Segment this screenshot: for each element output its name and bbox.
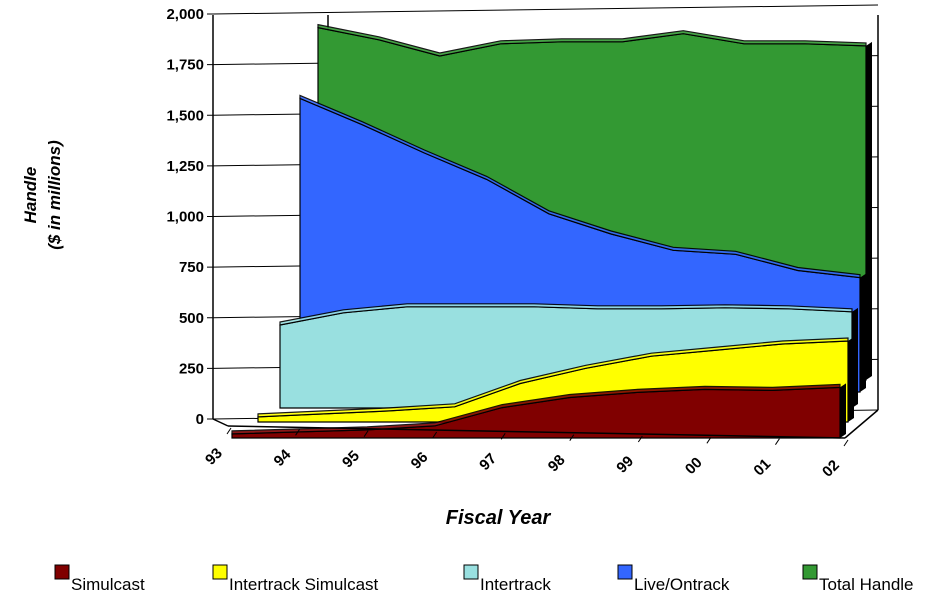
x-tick-mark bbox=[775, 438, 780, 445]
legend-swatch bbox=[212, 564, 228, 580]
y-tick-label: 1,250 bbox=[166, 158, 204, 175]
legend-label: Live/Ontrack bbox=[634, 575, 730, 594]
y-axis-label-line-2: ($ in millions) bbox=[45, 140, 64, 250]
x-tick-mark bbox=[432, 431, 438, 439]
area-top-edge bbox=[279, 303, 853, 326]
x-tick-mark bbox=[569, 434, 575, 441]
legend-swatch bbox=[802, 564, 818, 580]
x-tick-label: 97 bbox=[476, 450, 500, 474]
area-side bbox=[840, 383, 846, 438]
x-tick-label: 98 bbox=[545, 451, 569, 475]
x-tick-mark bbox=[295, 429, 300, 436]
y-tick-label: 1,000 bbox=[166, 209, 204, 226]
legend: Simulcast Intertrack Simulcast Intertrack L… bbox=[54, 564, 914, 594]
y-tick-label: 1,750 bbox=[166, 57, 204, 74]
x-tick-mark bbox=[363, 430, 369, 437]
area-side bbox=[866, 41, 872, 380]
x-tick-label: 02 bbox=[819, 457, 843, 481]
plot-areas bbox=[212, 23, 879, 439]
x-tick-label: 93 bbox=[202, 445, 226, 469]
floor-left-edge bbox=[212, 418, 229, 427]
legend-swatch bbox=[54, 564, 70, 580]
gridline bbox=[212, 4, 879, 15]
x-tick-label: 94 bbox=[271, 446, 295, 470]
x-tick-mark bbox=[706, 437, 712, 444]
legend-label: Intertrack bbox=[480, 575, 551, 594]
x-tick-mark bbox=[226, 427, 232, 435]
y-tick-label: 250 bbox=[179, 360, 204, 377]
y-axis-label: Handle ($ in millions) bbox=[21, 140, 64, 250]
legend-label: Simulcast bbox=[71, 575, 145, 594]
legend-label: Total Handle bbox=[819, 575, 914, 594]
x-tick-mark bbox=[637, 435, 643, 443]
y-tick-label: 1,500 bbox=[166, 107, 204, 124]
x-tick-mark bbox=[500, 433, 506, 440]
y-axis-label-line-1: Handle bbox=[21, 167, 40, 224]
y-axis: 0 250 500 750 1,000 1,250 1,500 1,750 2,000 bbox=[166, 6, 213, 428]
y-tick-label: 750 bbox=[179, 259, 204, 276]
legend-swatch bbox=[463, 564, 479, 580]
x-tick-label: 95 bbox=[339, 447, 363, 471]
x-tick-label: 00 bbox=[682, 454, 706, 478]
y-tick-label: 0 bbox=[196, 411, 204, 428]
x-tick-mark bbox=[843, 439, 849, 447]
legend-swatch bbox=[617, 564, 633, 580]
floor-right-edge bbox=[844, 409, 879, 439]
x-tick-label: 01 bbox=[750, 455, 774, 479]
x-tick-label: 99 bbox=[613, 453, 637, 477]
area-side bbox=[860, 273, 866, 392]
y-tick-label: 2,000 bbox=[166, 6, 204, 23]
x-tick-label: 96 bbox=[408, 449, 432, 473]
area-side bbox=[848, 337, 854, 422]
y-tick-label: 500 bbox=[179, 310, 204, 327]
x-axis-label: Fiscal Year bbox=[446, 507, 552, 529]
floor-front-edge bbox=[227, 425, 846, 439]
legend-label: Intertrack Simulcast bbox=[229, 575, 379, 594]
